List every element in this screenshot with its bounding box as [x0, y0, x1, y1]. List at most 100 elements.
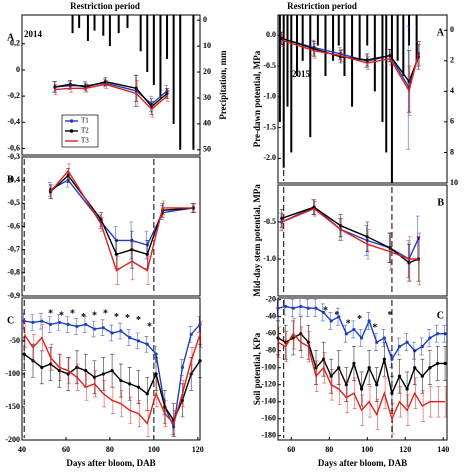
point: [375, 340, 379, 344]
point: [110, 369, 114, 373]
panel-letter: A: [437, 27, 445, 38]
y-tick-label: -0,2: [7, 91, 20, 100]
error-bar: [146, 409, 151, 437]
y-tick-label: -0,4: [7, 117, 20, 126]
point: [31, 320, 35, 325]
y-tick-label: -20: [265, 295, 276, 304]
plot-frame: [277, 297, 448, 441]
x-tick-label: 120: [192, 445, 204, 454]
precip-bar: [309, 15, 312, 138]
point: [180, 365, 185, 369]
error-bar: [375, 398, 380, 431]
significance-star: *: [147, 322, 152, 333]
x-tick-label: 140: [437, 445, 449, 454]
y2-tick-label: 0: [203, 15, 207, 24]
point: [405, 340, 409, 344]
precip-bar: [192, 15, 195, 150]
point: [382, 336, 386, 340]
significance-star: *: [103, 309, 108, 320]
error-bar: [417, 232, 422, 286]
point: [337, 366, 341, 370]
error-bar: [146, 256, 151, 285]
point: [435, 332, 440, 336]
y-tick-label: -60: [265, 329, 276, 338]
x-tick-label: 80: [106, 445, 114, 454]
y2-tick-label: 4: [450, 86, 454, 95]
point: [359, 336, 364, 340]
significance-star: *: [81, 312, 86, 323]
point: [321, 357, 326, 361]
point: [299, 332, 303, 336]
y-axis-title: Precipitation, mm: [218, 50, 228, 120]
plot-frame: [277, 14, 448, 184]
point: [101, 372, 105, 376]
period-label: Restriction period: [70, 1, 140, 11]
series-line: [281, 206, 420, 260]
point: [365, 58, 369, 62]
point: [329, 319, 333, 323]
point: [92, 327, 97, 331]
point: [57, 369, 61, 373]
precip-bar: [337, 15, 340, 46]
point: [92, 375, 97, 379]
x-axis-title: Days after bloom, DAB: [66, 458, 155, 468]
point: [145, 392, 149, 396]
error-bar: [172, 409, 177, 437]
y2-tick-label: 8: [450, 147, 454, 156]
precip-bar: [408, 15, 411, 46]
point: [428, 336, 432, 340]
point: [198, 359, 202, 363]
point: [110, 331, 114, 335]
significance-star: *: [388, 310, 393, 321]
point: [339, 224, 343, 228]
y-tick-label: -0.5: [263, 61, 276, 70]
point: [22, 352, 26, 356]
point: [306, 306, 310, 310]
point: [367, 319, 371, 323]
point: [314, 366, 318, 370]
error-bar: [165, 90, 170, 102]
y-tick-label: -150: [5, 402, 20, 411]
series-line: [277, 332, 446, 421]
point: [314, 306, 318, 310]
y2-tick-label: 10: [450, 178, 458, 187]
point: [337, 315, 341, 319]
point: [390, 357, 394, 361]
y-tick-label: -0,3: [7, 152, 20, 161]
x-tick-label: 40: [18, 445, 26, 454]
point: [382, 357, 386, 361]
y-tick-label: -0,6: [7, 143, 20, 152]
precip-bar: [324, 15, 327, 77]
y-tick-label: 0.0: [266, 30, 276, 39]
error-bar: [405, 394, 410, 426]
point: [420, 344, 424, 349]
y2-tick-label: 0: [450, 25, 454, 34]
y-tick-label: -1.0: [263, 254, 276, 263]
point: [344, 383, 348, 387]
precip-bar: [146, 15, 149, 73]
point: [189, 332, 193, 336]
precip-bar: [139, 15, 142, 52]
y-tick-label: -0,6: [7, 221, 20, 230]
y-tick-label: -50: [9, 336, 20, 345]
x-tick-label: 60: [62, 445, 70, 454]
precip-bar: [159, 15, 162, 98]
error-bar: [154, 380, 159, 408]
precip-bar: [316, 15, 319, 46]
precip-bar: [179, 15, 182, 150]
precip-bar: [286, 15, 289, 107]
legend-marker: [69, 119, 74, 123]
year-label: 2015: [292, 69, 311, 79]
panel-letter: B: [7, 174, 14, 185]
y-tick-label: 0,2: [10, 39, 20, 48]
point: [352, 327, 356, 332]
y-tick-label: -1.0: [263, 92, 276, 101]
y-axis-title: Pre-dawn potential, MPa: [252, 50, 262, 147]
x-tick-label: 100: [148, 445, 160, 454]
precip-bar: [166, 15, 169, 60]
legend-label: T3: [81, 137, 89, 145]
error-bar: [390, 403, 395, 435]
point: [388, 54, 392, 58]
significance-star: *: [323, 306, 328, 317]
